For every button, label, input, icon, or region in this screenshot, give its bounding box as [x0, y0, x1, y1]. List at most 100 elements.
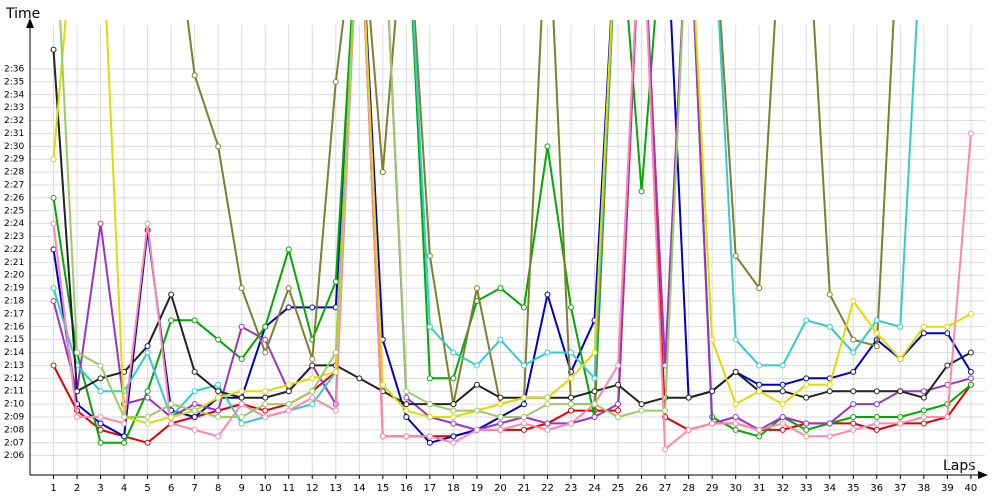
point [309, 355, 316, 362]
point [238, 355, 245, 362]
point [238, 401, 245, 408]
x-tick-label: 40 [965, 483, 978, 494]
point [779, 426, 786, 433]
y-tick-label: 2:14 [4, 348, 24, 358]
point [732, 426, 739, 433]
point [520, 394, 527, 401]
y-tick-label: 2:24 [4, 219, 24, 229]
point [379, 169, 386, 176]
series-line [52, 20, 972, 444]
point [450, 349, 457, 356]
x-tick-label: 8 [215, 483, 221, 494]
point [144, 439, 151, 446]
x-tick-label: 21 [518, 483, 531, 494]
point [403, 388, 410, 395]
point [873, 413, 880, 420]
x-tick-label: 6 [168, 483, 174, 494]
point [803, 426, 810, 433]
point [262, 336, 269, 343]
point [215, 433, 222, 440]
point [967, 381, 974, 388]
point [450, 413, 457, 420]
point [97, 413, 104, 420]
point [403, 413, 410, 420]
x-tick-label: 15 [376, 483, 389, 494]
point [215, 388, 222, 395]
point [191, 407, 198, 414]
point [497, 336, 504, 343]
x-axis-label: Laps [943, 458, 976, 474]
point [74, 413, 81, 420]
point [97, 420, 104, 427]
point [850, 349, 857, 356]
point [50, 362, 57, 369]
point [568, 349, 575, 356]
point [591, 388, 598, 395]
point [50, 194, 57, 201]
point [779, 420, 786, 427]
point [873, 420, 880, 427]
point [520, 401, 527, 408]
point [285, 304, 292, 311]
point [332, 278, 339, 285]
x-tick-label: 3 [97, 483, 103, 494]
point [520, 304, 527, 311]
point [850, 413, 857, 420]
point [97, 388, 104, 395]
point [332, 368, 339, 375]
point [168, 317, 175, 324]
point [403, 433, 410, 440]
point [920, 420, 927, 427]
series-line [52, 20, 972, 425]
x-tick-label: 35 [847, 483, 860, 494]
point [262, 349, 269, 356]
x-tick-label: 22 [541, 483, 554, 494]
x-tick-label: 10 [259, 483, 272, 494]
y-tick-label: 2:34 [4, 90, 24, 100]
point [615, 362, 622, 369]
series-line [59, 20, 684, 419]
point [944, 330, 951, 337]
point [897, 388, 904, 395]
point [732, 336, 739, 343]
x-tick-label: 14 [353, 483, 366, 494]
point [473, 407, 480, 414]
x-tick-label: 18 [447, 483, 460, 494]
point [756, 285, 763, 292]
point [709, 336, 716, 343]
point [850, 426, 857, 433]
point [332, 78, 339, 85]
plot-area [50, 20, 974, 453]
point [168, 420, 175, 427]
point [50, 285, 57, 292]
point [685, 394, 692, 401]
point [309, 394, 316, 401]
point [74, 349, 81, 356]
point [897, 323, 904, 330]
point [285, 246, 292, 253]
point [309, 304, 316, 311]
x-tick-label: 11 [282, 483, 295, 494]
x-tick-label: 9 [239, 483, 245, 494]
point [544, 394, 551, 401]
point [473, 426, 480, 433]
point [826, 381, 833, 388]
x-tick-label: 19 [471, 483, 484, 494]
point [285, 285, 292, 292]
point [215, 407, 222, 414]
point [191, 317, 198, 324]
point [262, 323, 269, 330]
point [309, 362, 316, 369]
point [191, 413, 198, 420]
x-tick-label: 2 [74, 483, 80, 494]
point [756, 362, 763, 369]
point [944, 323, 951, 330]
point [873, 343, 880, 350]
point [920, 407, 927, 414]
point [238, 285, 245, 292]
point [426, 252, 433, 259]
point [332, 349, 339, 356]
point [568, 375, 575, 382]
point [309, 401, 316, 408]
